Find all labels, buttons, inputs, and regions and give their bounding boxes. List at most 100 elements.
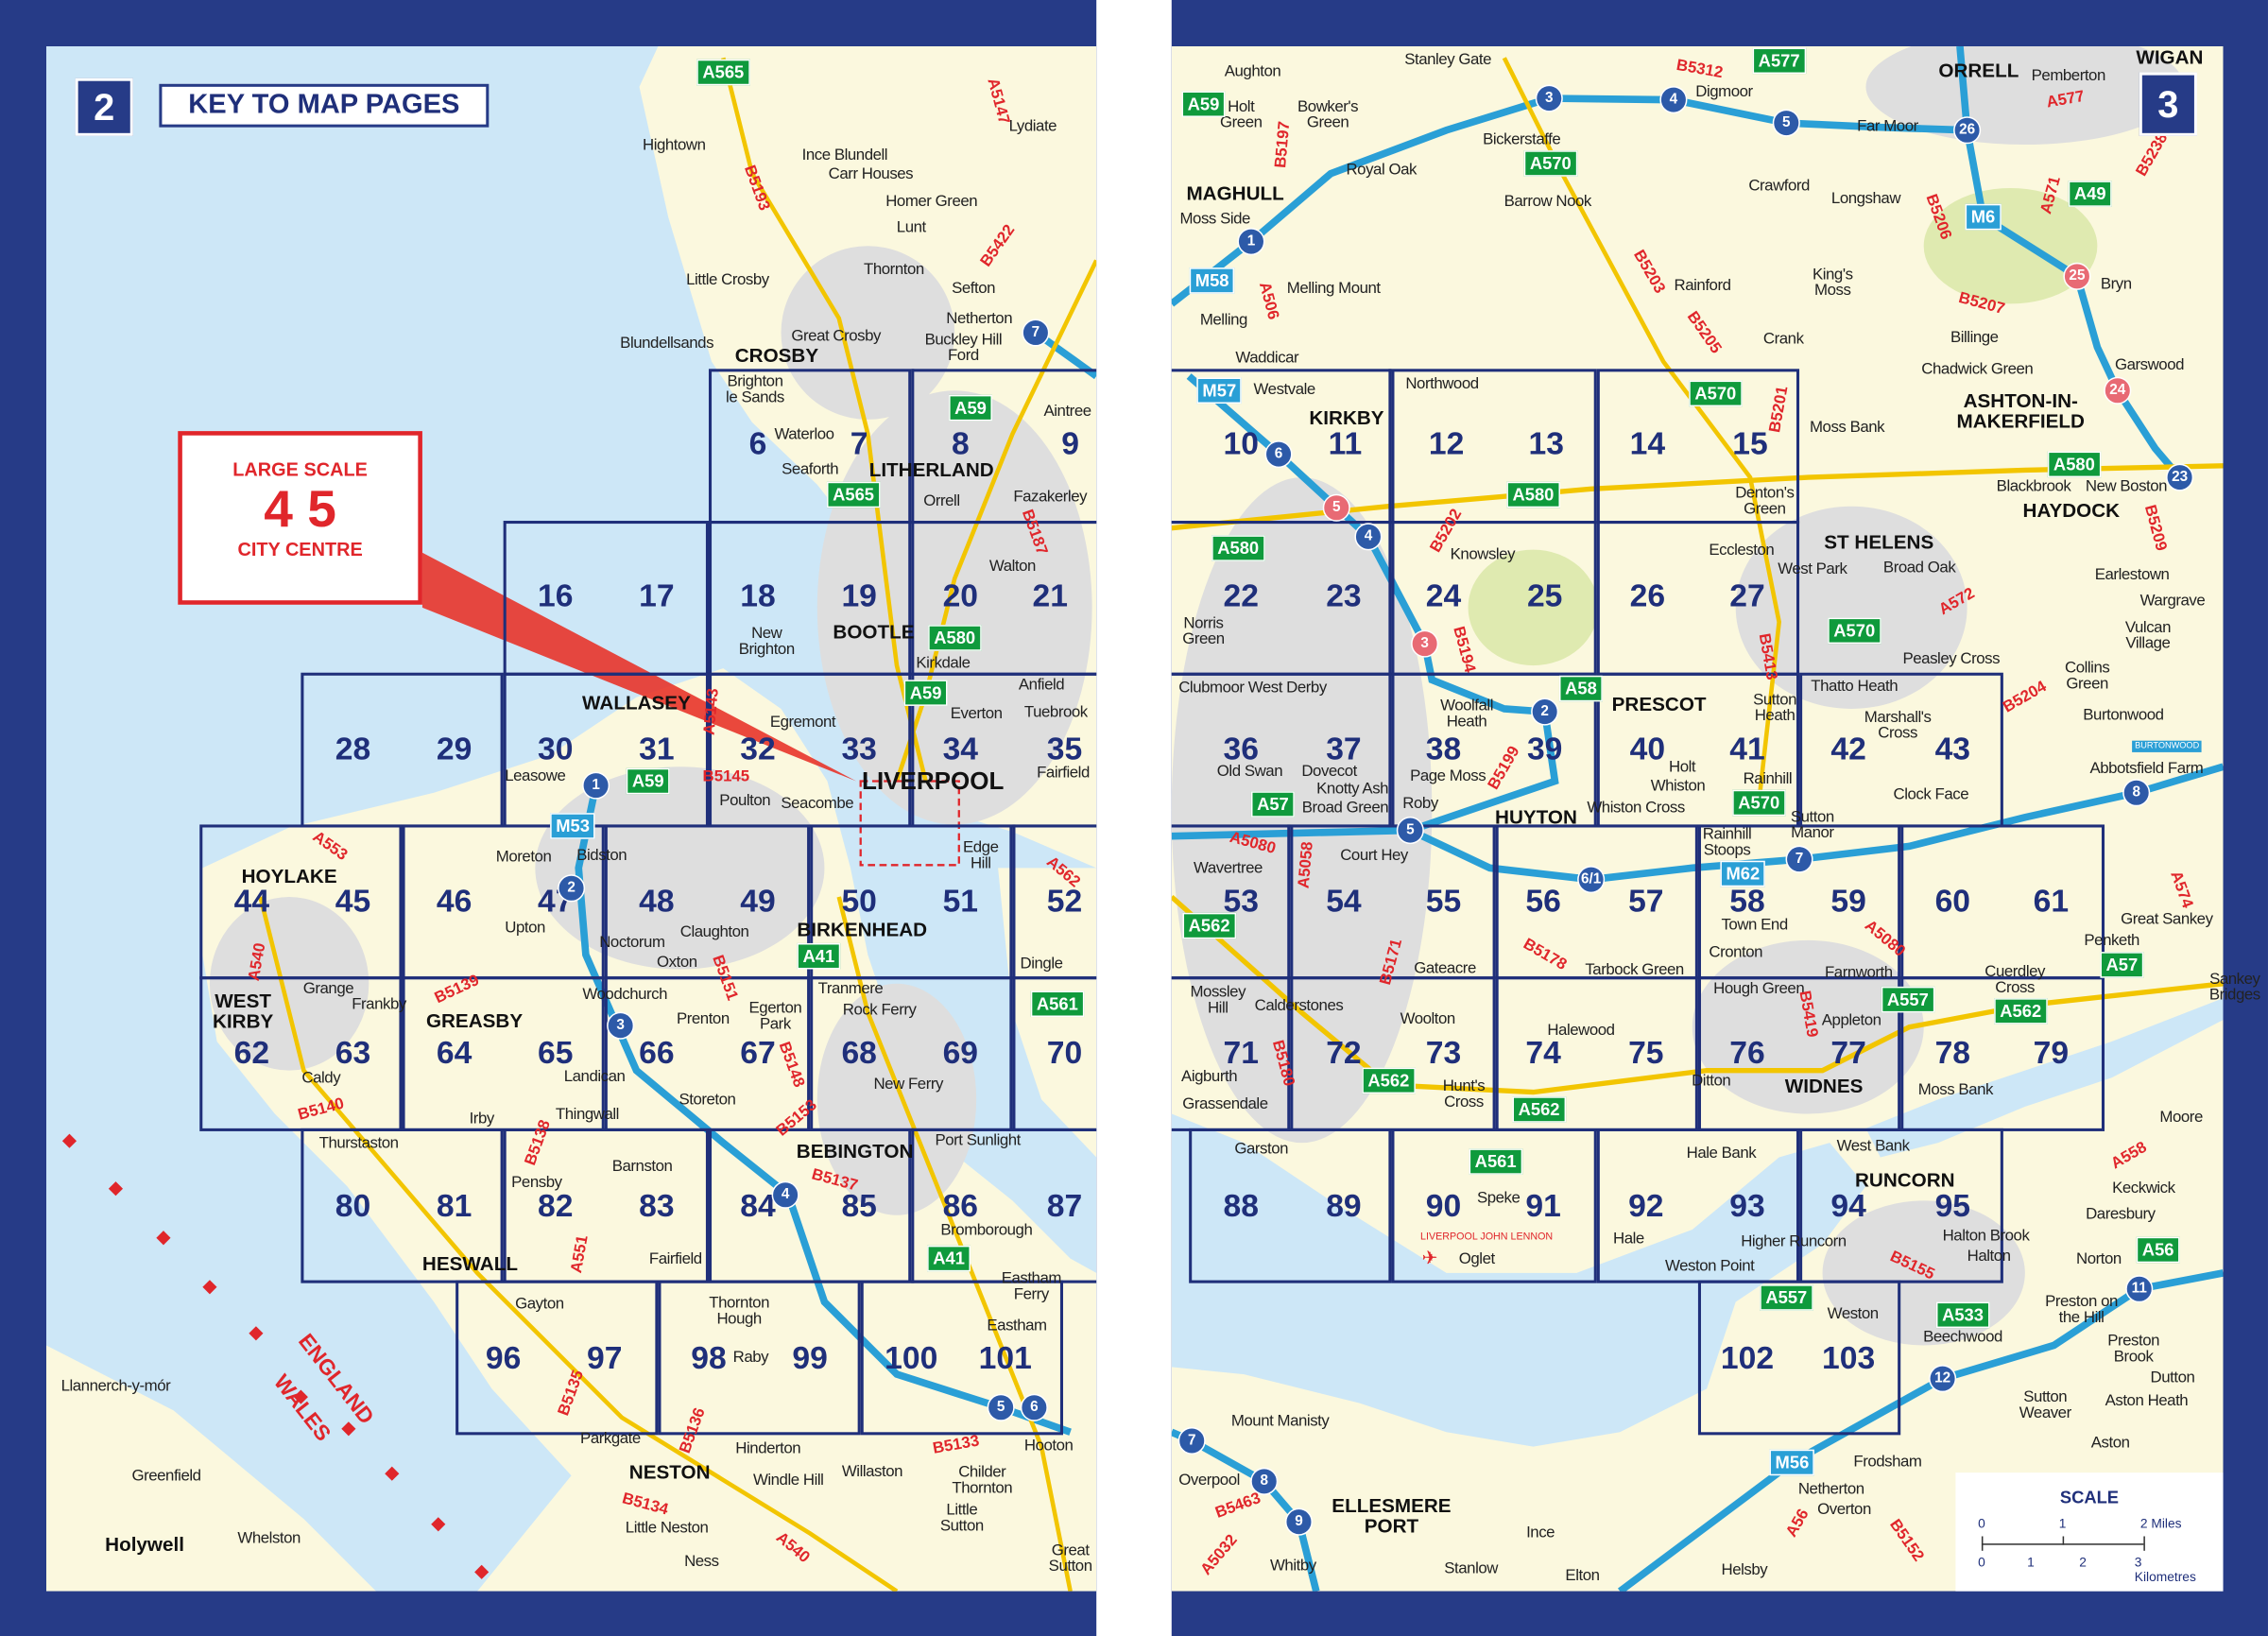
map-page-grid-cell[interactable] bbox=[1391, 1128, 1597, 1283]
page-number[interactable]: 51 bbox=[942, 882, 979, 919]
page-number[interactable]: 42 bbox=[1830, 730, 1866, 767]
page-number[interactable]: 37 bbox=[1326, 730, 1362, 767]
page-number[interactable]: 17 bbox=[639, 577, 675, 613]
page-number[interactable]: 97 bbox=[587, 1339, 623, 1376]
page-number[interactable]: 101 bbox=[978, 1339, 1032, 1376]
page-number[interactable]: 91 bbox=[1525, 1187, 1561, 1224]
page-number[interactable]: 26 bbox=[1629, 577, 1666, 613]
page-number[interactable]: 100 bbox=[885, 1339, 938, 1376]
page-number[interactable]: 90 bbox=[1425, 1187, 1462, 1224]
page-number[interactable]: 43 bbox=[1934, 730, 1971, 767]
page-number[interactable]: 13 bbox=[1528, 424, 1564, 462]
page-number[interactable]: 66 bbox=[639, 1034, 675, 1071]
page-number[interactable]: 31 bbox=[639, 730, 675, 767]
page-number[interactable]: 34 bbox=[942, 730, 979, 767]
page-number[interactable]: 21 bbox=[1032, 577, 1068, 613]
page-number[interactable]: 49 bbox=[740, 882, 776, 919]
page-number[interactable]: 87 bbox=[1046, 1187, 1083, 1224]
map-page-grid-cell[interactable] bbox=[658, 1280, 861, 1436]
page-number[interactable]: 6 bbox=[748, 424, 767, 462]
page-number[interactable]: 76 bbox=[1729, 1034, 1765, 1071]
page-number[interactable]: 79 bbox=[2033, 1034, 2070, 1071]
page-number[interactable]: 33 bbox=[841, 730, 877, 767]
page-number[interactable]: 103 bbox=[1822, 1339, 1876, 1376]
page-number[interactable]: 50 bbox=[841, 882, 877, 919]
page-number[interactable]: 88 bbox=[1223, 1187, 1259, 1224]
page-number[interactable]: 56 bbox=[1525, 882, 1561, 919]
page-number[interactable]: 68 bbox=[841, 1034, 877, 1071]
page-number[interactable]: 98 bbox=[691, 1339, 727, 1376]
page-number[interactable]: 82 bbox=[538, 1187, 574, 1224]
page-number[interactable]: 36 bbox=[1223, 730, 1259, 767]
page-number[interactable]: 96 bbox=[485, 1339, 522, 1376]
map-page-grid-cell[interactable] bbox=[1189, 1128, 1392, 1283]
map-page-grid-cell[interactable] bbox=[911, 521, 1097, 676]
page-number[interactable]: 59 bbox=[1830, 882, 1866, 919]
page-number[interactable]: 32 bbox=[740, 730, 776, 767]
page-number[interactable]: 45 bbox=[335, 882, 371, 919]
page-number[interactable]: 16 bbox=[538, 577, 574, 613]
map-page-grid-cell[interactable] bbox=[860, 1280, 1063, 1436]
page-number[interactable]: 57 bbox=[1628, 882, 1664, 919]
map-page-grid-cell[interactable] bbox=[604, 824, 811, 980]
page-number[interactable]: 62 bbox=[233, 1034, 270, 1071]
page-number[interactable]: 71 bbox=[1223, 1034, 1259, 1071]
page-number[interactable]: 38 bbox=[1425, 730, 1462, 767]
map-page-grid-cell[interactable] bbox=[810, 976, 1013, 1131]
page-number[interactable]: 18 bbox=[740, 577, 776, 613]
page-number[interactable]: 15 bbox=[1732, 424, 1768, 462]
page-number[interactable]: 63 bbox=[335, 1034, 371, 1071]
page-number[interactable]: 9 bbox=[1061, 424, 1080, 462]
page-number[interactable]: 65 bbox=[538, 1034, 574, 1071]
page-number[interactable]: 92 bbox=[1628, 1187, 1664, 1224]
page-number[interactable]: 44 bbox=[233, 882, 270, 919]
page-number[interactable]: 95 bbox=[1934, 1187, 1971, 1224]
page-number[interactable]: 60 bbox=[1934, 882, 1971, 919]
page-number[interactable]: 10 bbox=[1223, 424, 1259, 462]
page-number[interactable]: 67 bbox=[740, 1034, 776, 1071]
page-number[interactable]: 73 bbox=[1425, 1034, 1462, 1071]
page-number[interactable]: 58 bbox=[1729, 882, 1765, 919]
page-number[interactable]: 72 bbox=[1326, 1034, 1362, 1071]
page-number[interactable]: 41 bbox=[1729, 730, 1765, 767]
page-number[interactable]: 20 bbox=[942, 577, 979, 613]
map-page-grid-cell[interactable] bbox=[199, 824, 403, 980]
page-number[interactable]: 55 bbox=[1425, 882, 1462, 919]
page-number[interactable]: 93 bbox=[1729, 1187, 1765, 1224]
page-number[interactable]: 24 bbox=[1425, 577, 1462, 613]
page-number[interactable]: 22 bbox=[1223, 577, 1259, 613]
page-number[interactable]: 48 bbox=[639, 882, 675, 919]
map-page-grid-cell[interactable] bbox=[1900, 824, 2105, 980]
page-number[interactable]: 39 bbox=[1526, 730, 1563, 767]
page-number[interactable]: 25 bbox=[1526, 577, 1563, 613]
page-number[interactable]: 23 bbox=[1326, 577, 1362, 613]
map-page-grid-cell[interactable] bbox=[1799, 1128, 2003, 1283]
page-number[interactable]: 99 bbox=[792, 1339, 828, 1376]
page-number[interactable]: 69 bbox=[942, 1034, 979, 1071]
page-number[interactable]: 74 bbox=[1525, 1034, 1561, 1071]
page-number[interactable]: 83 bbox=[639, 1187, 675, 1224]
map-page-grid-cell[interactable] bbox=[455, 1280, 659, 1436]
page-number[interactable]: 53 bbox=[1223, 882, 1259, 919]
page-number[interactable]: 84 bbox=[740, 1187, 776, 1224]
page-number[interactable]: 75 bbox=[1628, 1034, 1664, 1071]
page-number[interactable]: 28 bbox=[335, 730, 371, 767]
page-number[interactable]: 64 bbox=[436, 1034, 472, 1071]
page-number[interactable]: 19 bbox=[841, 577, 877, 613]
page-number[interactable]: 89 bbox=[1326, 1187, 1362, 1224]
large-scale-city-centre-box[interactable]: LARGE SCALE 4 5 CITY CENTRE bbox=[178, 431, 422, 605]
page-number[interactable]: 85 bbox=[841, 1187, 877, 1224]
page-number[interactable]: 11 bbox=[1328, 424, 1363, 462]
page-number[interactable]: 77 bbox=[1830, 1034, 1866, 1071]
map-page-grid-cell[interactable] bbox=[1697, 1280, 1901, 1436]
page-number[interactable]: 70 bbox=[1046, 1034, 1083, 1071]
page-number[interactable]: 54 bbox=[1326, 882, 1362, 919]
page-number[interactable]: 12 bbox=[1428, 424, 1465, 462]
map-page-grid-cell[interactable] bbox=[301, 1128, 504, 1283]
page-number[interactable]: 30 bbox=[538, 730, 574, 767]
page-number[interactable]: 78 bbox=[1934, 1034, 1971, 1071]
page-number[interactable]: 14 bbox=[1629, 424, 1666, 462]
page-number[interactable]: 29 bbox=[436, 730, 472, 767]
page-number[interactable]: 46 bbox=[436, 882, 472, 919]
page-number[interactable]: 102 bbox=[1720, 1339, 1775, 1376]
